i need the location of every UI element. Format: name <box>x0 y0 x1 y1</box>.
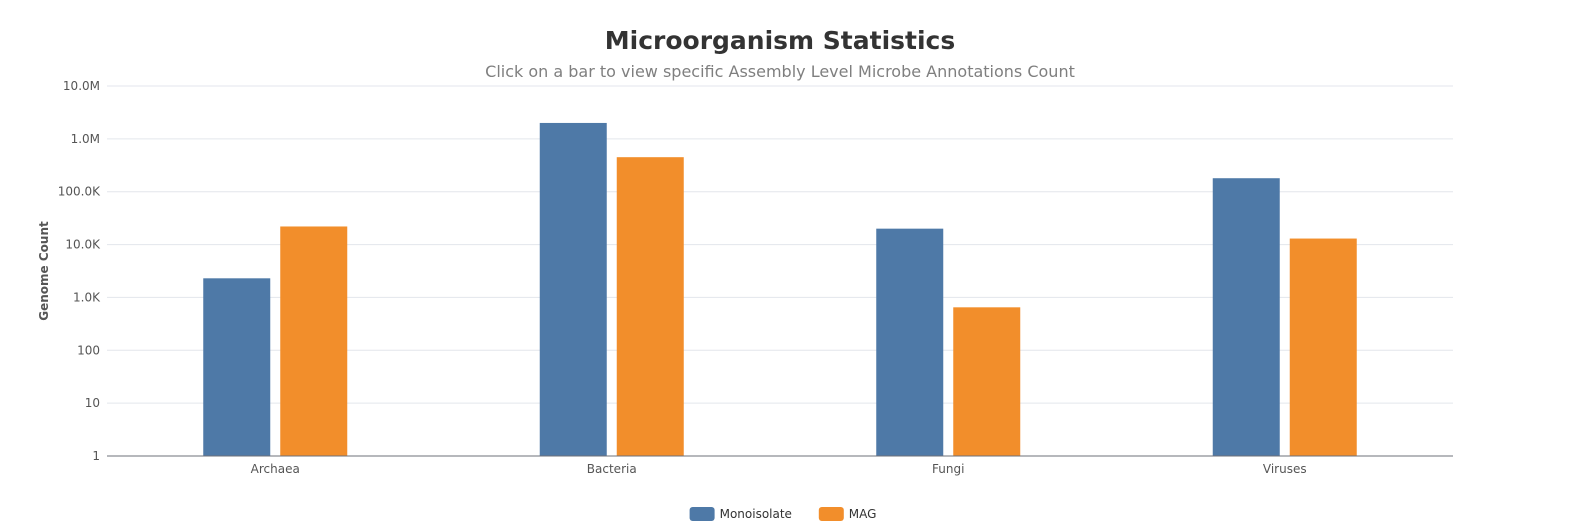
y-tick-label: 10.0M <box>63 79 100 93</box>
legend-swatch <box>689 507 715 521</box>
legend-item-monoisolate[interactable]: Monoisolate <box>689 507 792 521</box>
y-tick-label: 1 <box>92 449 100 463</box>
y-tick-label: 100.0K <box>58 185 101 199</box>
x-tick-label: Bacteria <box>587 462 637 476</box>
bar-viruses-monoisolate[interactable] <box>1212 178 1280 456</box>
bar-bacteria-monoisolate[interactable] <box>539 122 607 456</box>
x-tick-label: Fungi <box>932 462 964 476</box>
y-tick-label: 1.0M <box>71 132 100 146</box>
chart-subtitle: Click on a bar to view specific Assembly… <box>485 62 1075 81</box>
x-tick-label: Archaea <box>251 462 300 476</box>
bar-bacteria-mag[interactable] <box>616 157 684 457</box>
bar-archaea-mag[interactable] <box>280 226 348 456</box>
y-tick-label: 1.0K <box>73 290 101 304</box>
chart-title: Microorganism Statistics <box>605 26 956 55</box>
legend-label: MAG <box>849 507 877 521</box>
x-axis: Archaea Bacteria Fungi Viruses <box>251 462 1307 476</box>
y-axis-label: Genome Count <box>37 221 51 321</box>
legend-item-mag[interactable]: MAG <box>818 507 877 521</box>
y-tick-label: 10 <box>85 396 100 410</box>
bar-archaea-monoisolate[interactable] <box>203 278 271 456</box>
bars <box>203 122 1357 457</box>
legend-swatch <box>818 507 844 521</box>
y-tick-label: 100 <box>77 343 100 357</box>
bar-fungi-mag[interactable] <box>953 307 1021 456</box>
legend-label: Monoisolate <box>720 507 792 521</box>
bar-viruses-mag[interactable] <box>1289 238 1357 456</box>
y-axis: 1 10 100 1.0K 10.0K 100.0K 1.0M 10.0M <box>58 79 101 463</box>
bar-fungi-monoisolate[interactable] <box>876 228 944 456</box>
x-tick-label: Viruses <box>1263 462 1307 476</box>
y-tick-label: 10.0K <box>65 238 101 252</box>
legend: Monoisolate MAG <box>689 507 877 521</box>
